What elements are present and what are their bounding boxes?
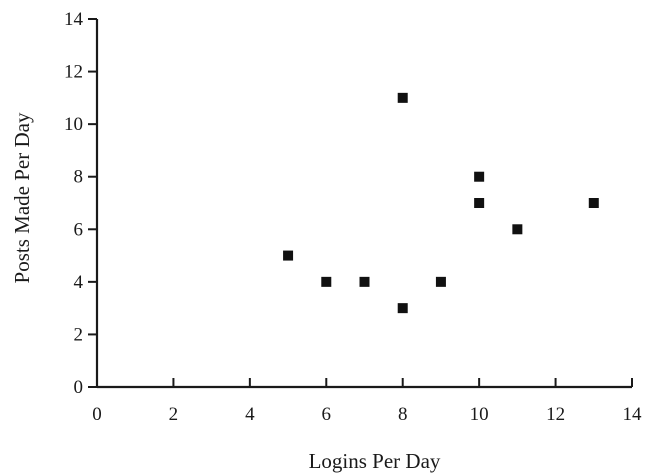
data-point xyxy=(283,250,294,261)
x-axis-title: Logins Per Day xyxy=(309,449,441,473)
data-point xyxy=(397,303,408,314)
data-point xyxy=(588,198,599,208)
data-point xyxy=(321,276,332,287)
y-tick-label: 2 xyxy=(74,324,84,345)
data-point xyxy=(474,198,485,208)
x-tick-label: 4 xyxy=(245,404,255,425)
axes: 0 2 4 6 8 10 12 14 0 2 4 6 8 10 12 14 xyxy=(64,9,642,425)
y-tick-label: 8 xyxy=(74,167,84,188)
y-tick-label: 0 xyxy=(74,377,84,398)
y-tick-label: 10 xyxy=(64,114,83,135)
data-point xyxy=(397,92,408,103)
y-tick-label: 14 xyxy=(64,9,84,30)
data-point xyxy=(474,171,485,182)
x-tick-label: 12 xyxy=(546,404,565,425)
data-point xyxy=(359,276,370,287)
x-tick-label: 10 xyxy=(470,404,489,425)
x-tick-label: 8 xyxy=(398,404,408,425)
y-tick-label: 6 xyxy=(74,219,84,240)
x-tick-label: 6 xyxy=(322,404,332,425)
y-tick-label: 4 xyxy=(74,272,84,293)
data-points xyxy=(283,92,599,314)
data-point xyxy=(512,224,523,235)
x-tick-label: 0 xyxy=(92,404,102,425)
y-tick-label: 12 xyxy=(64,62,83,83)
y-axis-title: Posts Made Per Day xyxy=(10,112,34,283)
x-tick-label: 2 xyxy=(169,404,179,425)
x-tick-label: 14 xyxy=(623,404,643,425)
data-point xyxy=(435,276,446,287)
